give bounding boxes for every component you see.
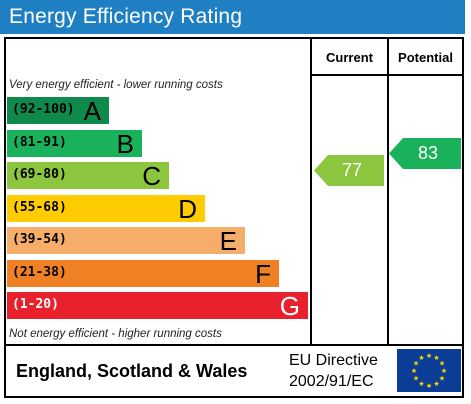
potential-rating-arrow: 83: [389, 138, 461, 169]
star-icon: ★: [439, 360, 445, 368]
band-range: (1-20): [12, 297, 59, 312]
band-letter: B: [116, 128, 134, 159]
column-header-potential: Potential: [398, 50, 453, 65]
band-range: (55-68): [12, 199, 67, 215]
star-icon: ★: [441, 367, 447, 375]
footer-divider: [4, 344, 464, 346]
star-icon: ★: [439, 375, 445, 383]
band-letter: F: [255, 258, 271, 289]
eu-stars: ★ ★★★★★★★★★★★: [411, 352, 447, 390]
band-letter: G: [279, 291, 300, 321]
band-letter: E: [219, 226, 237, 256]
column-header-current: Current: [326, 50, 373, 65]
band-f: (21-38) F: [7, 258, 279, 289]
page-title: Energy Efficiency Rating: [9, 5, 243, 28]
current-arrow-shape: [314, 155, 384, 186]
band-a: (92-100) A: [7, 96, 109, 126]
note-inefficient: Not energy efficient - higher running co…: [9, 328, 222, 340]
star-icon: ★: [413, 360, 419, 368]
potential-arrow-shape: [389, 138, 461, 169]
band-e: (39-54) E: [7, 226, 245, 256]
star-icon: ★: [418, 354, 424, 362]
band-d: (55-68) D: [7, 193, 205, 224]
band-letter: A: [83, 96, 101, 126]
potential-rating-value: 83: [417, 143, 439, 163]
current-rating-value: 77: [341, 160, 363, 180]
band-range: (81-91): [12, 134, 67, 150]
band-letter: C: [142, 161, 161, 191]
eu-flag-icon: ★ ★ ★ ★ ★ ★ ★ ★ ★ ★ ★ ★: [397, 349, 461, 392]
star-icon: ★: [433, 354, 439, 362]
rating-frame: [4, 37, 464, 398]
star-icon: ★: [413, 375, 419, 383]
star-icon: ★: [433, 380, 439, 388]
current-rating-arrow: 77: [314, 155, 384, 186]
band-range: (69-80): [12, 167, 67, 182]
band-g: (1-20) G: [7, 291, 308, 321]
directive-line-2: 2002/91/EC: [289, 373, 374, 390]
divider-potential: [387, 37, 389, 344]
star-icon: ★: [411, 367, 417, 375]
band-range: (21-38): [12, 264, 67, 280]
band-letter: D: [178, 193, 197, 224]
star-icon: ★: [418, 380, 424, 388]
divider-current: [310, 37, 312, 344]
footer-country: England, Scotland & Wales: [16, 361, 248, 381]
title-bar: Energy Efficiency Rating: [0, 0, 465, 34]
band-b: (81-91) B: [7, 128, 142, 159]
header-divider: [312, 74, 462, 76]
band-range: (92-100): [12, 102, 75, 117]
star-icon: ★: [426, 382, 432, 390]
band-range: (39-54): [12, 232, 67, 247]
star-icon: ★: [426, 352, 432, 360]
band-c: (69-80) C: [7, 161, 169, 191]
note-efficient: Very energy efficient - lower running co…: [9, 79, 223, 91]
directive-line-1: EU Directive: [289, 352, 378, 369]
footer-directive: EU Directive 2002/91/EC: [289, 350, 378, 392]
